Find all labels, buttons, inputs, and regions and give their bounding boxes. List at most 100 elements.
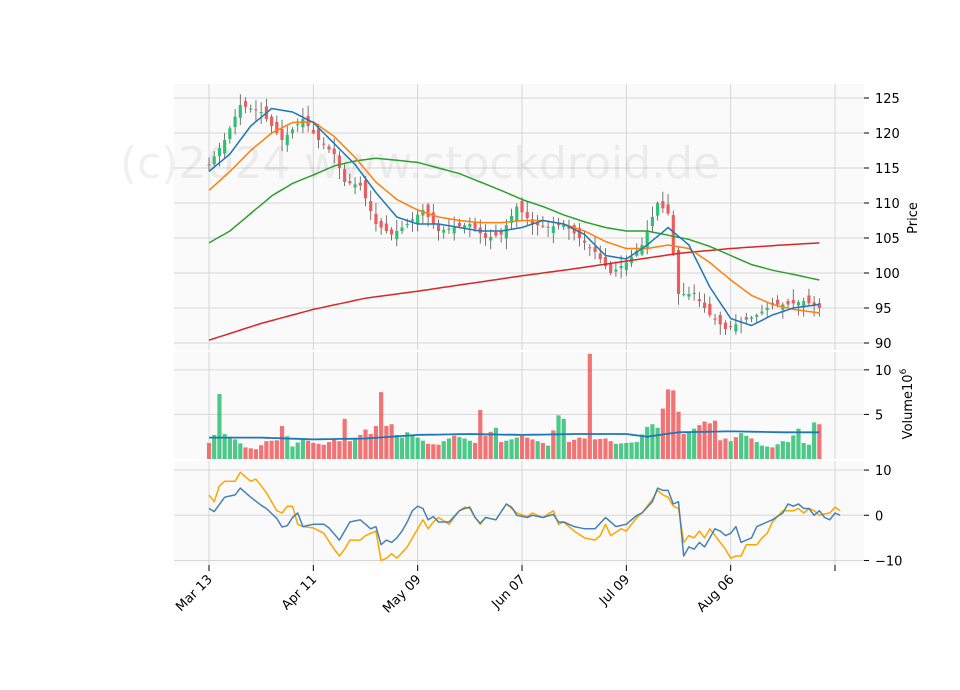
volume-axis-label-base: 10 xyxy=(901,374,916,391)
candle-body xyxy=(223,140,227,154)
volume-bar xyxy=(587,353,592,459)
volume-bar xyxy=(337,441,342,459)
candle-body xyxy=(661,201,665,209)
volume-bar xyxy=(446,438,452,459)
volume-bar xyxy=(259,445,264,459)
volume-bar xyxy=(639,434,645,459)
candle-body xyxy=(770,302,774,305)
volume-bar xyxy=(791,435,796,459)
volume-bar xyxy=(300,438,305,459)
volume-bar xyxy=(363,429,368,459)
candle-body xyxy=(530,219,534,224)
volume-bar xyxy=(525,437,530,459)
volume-bar xyxy=(379,392,384,459)
candle-body xyxy=(207,164,211,166)
candle-body xyxy=(776,299,780,305)
volume-bar xyxy=(347,441,352,459)
candle-body xyxy=(447,228,451,230)
candle-body xyxy=(802,301,806,307)
volume-bar xyxy=(718,440,723,459)
candle-body xyxy=(212,156,216,165)
volume-bar xyxy=(253,449,259,459)
volume-bar xyxy=(681,434,686,459)
volume-bar xyxy=(728,441,733,459)
volume-bar xyxy=(744,435,749,459)
candle-body xyxy=(583,240,587,243)
volume-bar xyxy=(592,439,598,459)
x-tick-label: May 09 xyxy=(380,572,424,616)
candle-body xyxy=(760,311,764,314)
volume-bar xyxy=(733,437,738,459)
candle-body xyxy=(734,324,738,332)
candle-body xyxy=(603,256,608,266)
price-y-tick-label: 125 xyxy=(875,92,900,107)
volume-bar xyxy=(603,438,608,459)
volume-bar xyxy=(665,389,671,459)
volume-bar xyxy=(775,444,780,459)
price-y-tick-label: 120 xyxy=(875,127,900,142)
candle-body xyxy=(395,231,399,240)
volume-bar xyxy=(352,438,358,459)
volume-bar xyxy=(248,448,253,459)
volume-bar xyxy=(572,439,577,459)
candle-body xyxy=(525,211,529,219)
candle-body xyxy=(682,294,686,295)
candle-body xyxy=(713,318,717,320)
candle-body xyxy=(337,155,341,168)
candle-body xyxy=(666,204,670,214)
volume-bar xyxy=(545,445,551,459)
candle-body xyxy=(755,315,759,317)
macd-y-tick-label: −10 xyxy=(875,554,902,569)
candle-body xyxy=(817,303,821,308)
candle-body xyxy=(556,223,561,226)
candle-body xyxy=(290,129,295,134)
volume-bar xyxy=(634,442,639,459)
price-y-tick-label: 100 xyxy=(875,267,900,282)
candle-body xyxy=(687,294,691,297)
volume-bar xyxy=(817,424,822,459)
candle-body xyxy=(588,247,592,249)
candle-body xyxy=(541,225,545,227)
candle-body xyxy=(567,226,571,229)
candle-body xyxy=(483,233,488,238)
volume-bar xyxy=(405,432,410,459)
volume-bar xyxy=(279,426,285,459)
candle-body xyxy=(436,224,441,231)
volume-bar xyxy=(238,443,243,459)
candle-body xyxy=(421,210,425,216)
candle-body xyxy=(520,201,524,213)
volume-bar xyxy=(598,438,603,459)
macd-line xyxy=(208,487,841,557)
volume-bar xyxy=(389,424,394,459)
price-axis-label: Price xyxy=(906,202,921,234)
candle-body xyxy=(749,317,754,319)
candle-body xyxy=(384,223,388,231)
volume-axis-label-text: Volume106 xyxy=(899,368,916,439)
volume-bar xyxy=(806,444,812,459)
volume-bar xyxy=(796,428,801,459)
volume-bar xyxy=(608,441,613,459)
candle-body xyxy=(228,128,232,139)
x-tick-label: Jul 09 xyxy=(596,572,633,609)
volume-bar xyxy=(676,411,681,459)
volume-bar xyxy=(462,438,467,459)
volume-bar xyxy=(707,423,712,459)
volume-bar xyxy=(812,422,817,459)
volume-bar xyxy=(493,427,499,459)
candle-body xyxy=(708,303,712,315)
volume-bar xyxy=(373,426,379,459)
candle-body xyxy=(410,219,415,222)
candle-body xyxy=(243,101,248,107)
price-y-tick-label: 110 xyxy=(875,197,900,212)
candle-body xyxy=(645,231,649,248)
volume-bar xyxy=(629,442,634,459)
volume-bar xyxy=(655,427,660,459)
volume-bar xyxy=(624,442,629,459)
candle-body xyxy=(703,302,707,308)
price-y-tick-label: 95 xyxy=(875,302,892,317)
volume-bar xyxy=(217,393,222,459)
candle-body xyxy=(358,182,362,186)
price-y-tick-label: 115 xyxy=(875,162,900,177)
volume-bar xyxy=(227,436,232,459)
